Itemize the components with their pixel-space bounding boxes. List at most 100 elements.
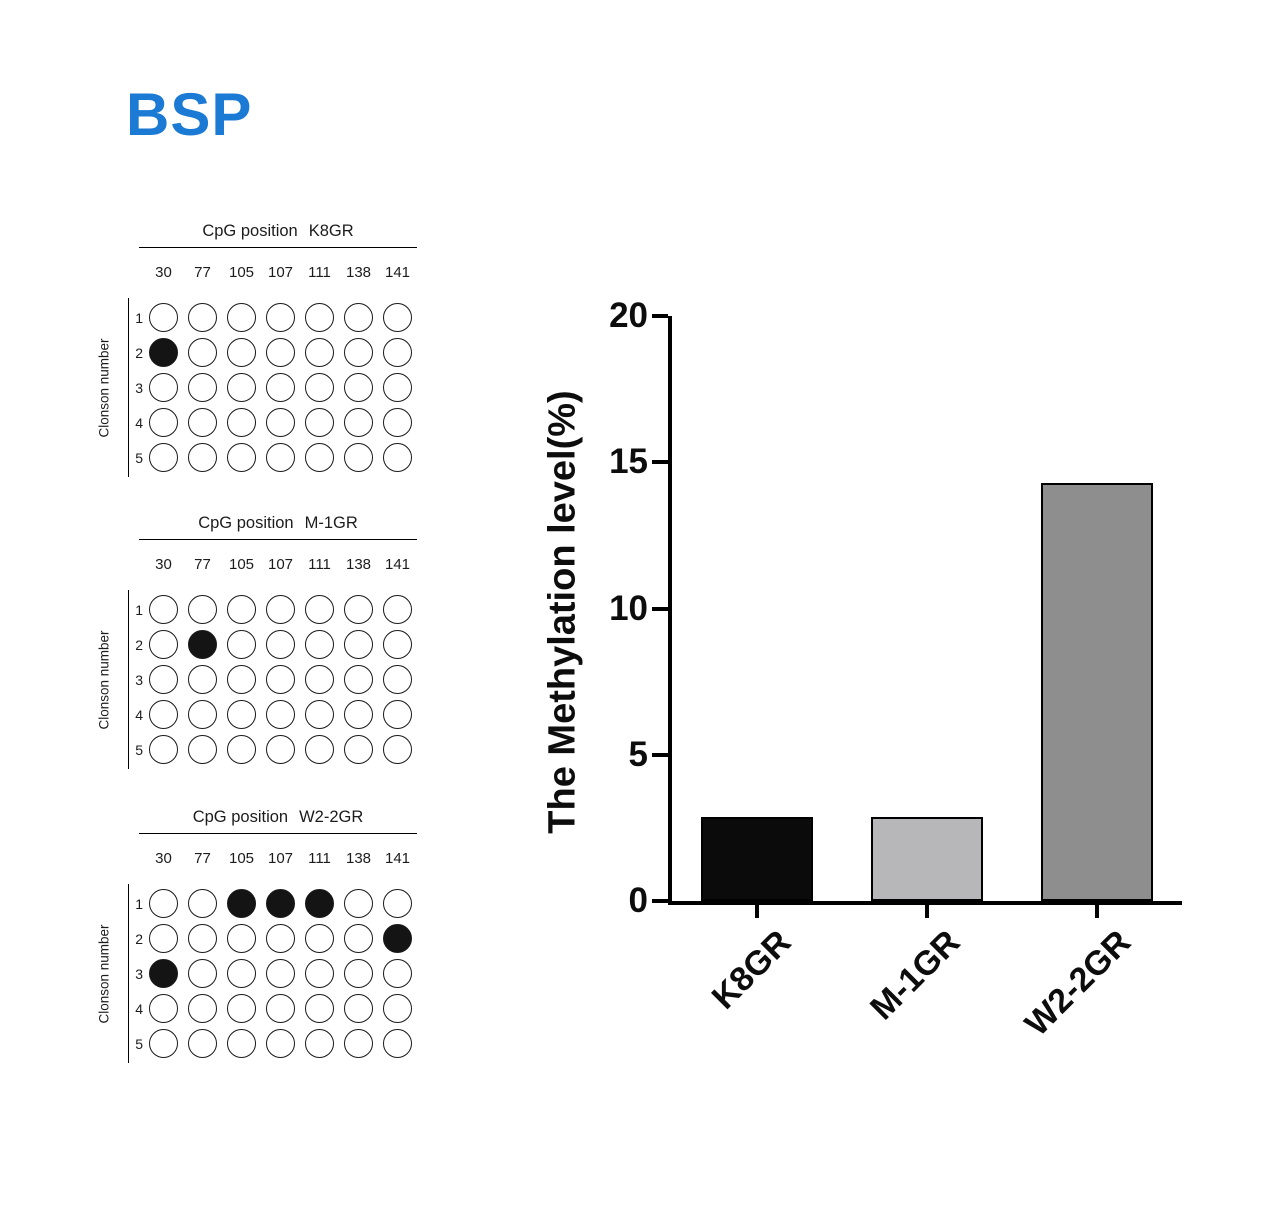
- cpg-panel-sample-name: W2-2GR: [299, 808, 364, 826]
- unmethylated-cpg-dot: [305, 735, 334, 764]
- cpg-panel-sample-name: M-1GR: [304, 514, 358, 532]
- cpg-position-number: 111: [308, 556, 331, 573]
- unmethylated-cpg-dot: [383, 443, 412, 472]
- unmethylated-cpg-dot: [266, 1029, 295, 1058]
- unmethylated-cpg-dot: [305, 700, 334, 729]
- figure-title: BSP: [126, 81, 253, 148]
- methylated-cpg-dot: [227, 889, 256, 918]
- panel-title-rule: [139, 833, 417, 834]
- unmethylated-cpg-dot: [383, 338, 412, 367]
- cpg-position-header-row: 30 77 105 107 111 138 141: [149, 264, 422, 281]
- unmethylated-cpg-dot: [383, 665, 412, 694]
- cpg-position-number: 105: [228, 264, 255, 281]
- unmethylated-cpg-dot: [149, 1029, 178, 1058]
- unmethylated-cpg-dot: [188, 994, 217, 1023]
- clone-number-label: 4: [135, 414, 143, 431]
- unmethylated-cpg-dot: [149, 630, 178, 659]
- unmethylated-cpg-dot: [227, 630, 256, 659]
- unmethylated-cpg-dot: [305, 408, 334, 437]
- clone-number-label: 4: [135, 706, 143, 723]
- unmethylated-cpg-dot: [227, 735, 256, 764]
- panel-title-rule: [139, 539, 417, 540]
- unmethylated-cpg-dot: [149, 303, 178, 332]
- y-axis-tick: [652, 606, 668, 611]
- y-tick-label: 5: [628, 734, 648, 774]
- unmethylated-cpg-dot: [149, 924, 178, 953]
- clone-row: 4: [125, 991, 422, 1026]
- unmethylated-cpg-dot: [266, 303, 295, 332]
- y-tick-label: 15: [609, 442, 648, 482]
- unmethylated-cpg-dot: [344, 1029, 373, 1058]
- unmethylated-cpg-dot: [344, 735, 373, 764]
- cpg-position-number: 111: [308, 850, 331, 867]
- unmethylated-cpg-dot: [149, 443, 178, 472]
- unmethylated-cpg-dot: [188, 408, 217, 437]
- y-tick-label: 10: [609, 588, 648, 628]
- unmethylated-cpg-dot: [383, 889, 412, 918]
- cpg-position-number: 107: [267, 850, 294, 867]
- clone-number-label: 5: [135, 449, 143, 466]
- unmethylated-cpg-dot: [266, 735, 295, 764]
- unmethylated-cpg-dot: [266, 959, 295, 988]
- unmethylated-cpg-dot: [383, 408, 412, 437]
- clone-axis-label: Clonson number: [96, 924, 112, 1024]
- unmethylated-cpg-dot: [344, 303, 373, 332]
- clone-axis-line: [128, 298, 129, 477]
- cpg-position-number: 30: [155, 556, 172, 573]
- methylation-dot-grid: 1 2 3 4 5: [125, 300, 422, 475]
- unmethylated-cpg-dot: [188, 1029, 217, 1058]
- unmethylated-cpg-dot: [383, 735, 412, 764]
- methylation-dot-grid: 1 2 3 4 5: [125, 886, 422, 1061]
- cpg-position-number: 77: [194, 850, 211, 867]
- unmethylated-cpg-dot: [227, 373, 256, 402]
- cpg-panel-title-prefix: CpG position: [192, 808, 289, 826]
- unmethylated-cpg-dot: [383, 630, 412, 659]
- methylated-cpg-dot: [188, 630, 217, 659]
- unmethylated-cpg-dot: [344, 994, 373, 1023]
- methylated-cpg-dot: [266, 889, 295, 918]
- y-axis-tick: [652, 314, 668, 318]
- panel-title-rule: [139, 247, 417, 248]
- cpg-panel-k8gr: CpG position K8GR 30 77 105 107 111 138 141 Clo…: [95, 220, 440, 492]
- clone-axis-label: Clonson number: [96, 338, 112, 438]
- x-category-label: M-1GR: [863, 923, 968, 1028]
- cpg-position-number: 107: [267, 264, 294, 281]
- clone-row: 5: [125, 1026, 422, 1061]
- unmethylated-cpg-dot: [383, 700, 412, 729]
- clone-number-label: 2: [135, 344, 143, 361]
- clone-number-label: 5: [135, 1035, 143, 1052]
- unmethylated-cpg-dot: [344, 630, 373, 659]
- y-axis-tick: [652, 460, 668, 465]
- clone-row: 5: [125, 732, 422, 767]
- methylated-cpg-dot: [383, 924, 412, 953]
- cpg-position-number: 141: [384, 264, 411, 281]
- unmethylated-cpg-dot: [149, 665, 178, 694]
- clone-number-label: 2: [135, 636, 143, 653]
- unmethylated-cpg-dot: [227, 338, 256, 367]
- cpg-panel-sample-name: K8GR: [308, 222, 354, 240]
- clone-row: 4: [125, 405, 422, 440]
- clone-number-label: 4: [135, 1000, 143, 1017]
- cpg-position-number: 138: [345, 850, 372, 867]
- unmethylated-cpg-dot: [227, 443, 256, 472]
- x-category-label: K8GR: [704, 923, 798, 1017]
- unmethylated-cpg-dot: [188, 924, 217, 953]
- unmethylated-cpg-dot: [266, 700, 295, 729]
- unmethylated-cpg-dot: [344, 959, 373, 988]
- cpg-position-number: 141: [384, 850, 411, 867]
- unmethylated-cpg-dot: [305, 630, 334, 659]
- methylated-cpg-dot: [149, 959, 178, 988]
- unmethylated-cpg-dot: [227, 994, 256, 1023]
- clone-number-label: 1: [135, 895, 143, 912]
- methylated-cpg-dot: [149, 338, 178, 367]
- unmethylated-cpg-dot: [383, 595, 412, 624]
- cpg-position-number: 30: [155, 850, 172, 867]
- bar-k8gr: [701, 817, 813, 901]
- x-category-label: W2-2GR: [1017, 923, 1138, 1044]
- unmethylated-cpg-dot: [305, 373, 334, 402]
- y-axis-tick: [652, 899, 668, 903]
- clone-number-label: 1: [135, 601, 143, 618]
- unmethylated-cpg-dot: [383, 303, 412, 332]
- unmethylated-cpg-dot: [266, 924, 295, 953]
- methylated-cpg-dot: [305, 889, 334, 918]
